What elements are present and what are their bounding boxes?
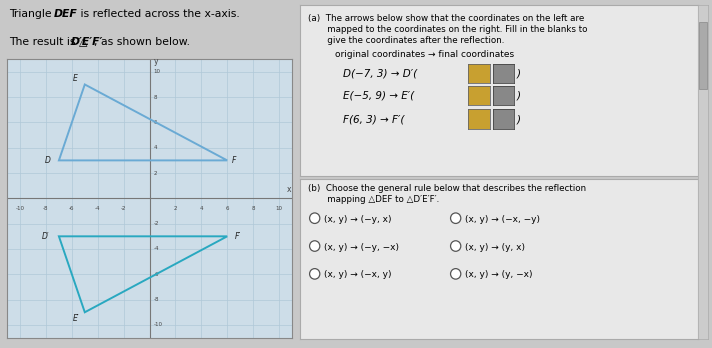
Text: -2: -2 — [121, 206, 126, 211]
Text: -4: -4 — [153, 246, 159, 252]
Text: 4: 4 — [153, 145, 157, 150]
Text: 8: 8 — [251, 206, 255, 211]
Text: DEF: DEF — [53, 9, 77, 19]
Text: mapping △DEF to △D′E′F′.: mapping △DEF to △D′E′F′. — [308, 195, 439, 204]
Text: F(6, 3) → F′(: F(6, 3) → F′( — [343, 114, 404, 124]
Text: (x, y) → (−x, −y): (x, y) → (−x, −y) — [465, 215, 540, 224]
Circle shape — [310, 241, 320, 251]
Text: -2: -2 — [153, 221, 159, 226]
Text: 2: 2 — [153, 171, 157, 175]
Text: 2: 2 — [174, 206, 177, 211]
Text: (x, y) → (−y, −x): (x, y) → (−y, −x) — [324, 243, 399, 252]
Text: mapped to the coordinates on the right. Fill in the blanks to: mapped to the coordinates on the right. … — [308, 25, 587, 34]
Text: D(−7, 3) → D′(: D(−7, 3) → D′( — [343, 68, 417, 78]
Text: ): ) — [517, 91, 521, 101]
Text: -6: -6 — [153, 272, 159, 277]
Text: (x, y) → (−x, y): (x, y) → (−x, y) — [324, 270, 392, 279]
Text: -8: -8 — [43, 206, 48, 211]
Circle shape — [451, 241, 461, 251]
Circle shape — [310, 269, 320, 279]
Text: x: x — [287, 185, 292, 194]
Text: is reflected across the x‑axis.: is reflected across the x‑axis. — [77, 9, 240, 19]
Text: 6: 6 — [153, 120, 157, 125]
Text: D′E′F′: D′E′F′ — [70, 37, 103, 47]
Text: E′: E′ — [73, 314, 79, 323]
Text: F: F — [231, 156, 236, 165]
Text: 10: 10 — [276, 206, 283, 211]
Text: F′: F′ — [234, 232, 241, 241]
Text: -6: -6 — [69, 206, 75, 211]
Text: (a)  The arrows below show that the coordinates on the left are: (a) The arrows below show that the coord… — [308, 14, 584, 23]
Text: -10: -10 — [153, 322, 162, 327]
Text: D′: D′ — [42, 232, 50, 241]
Text: 6: 6 — [226, 206, 229, 211]
Text: y: y — [154, 57, 158, 66]
Text: give the coordinates after the reflection.: give the coordinates after the reflectio… — [308, 36, 504, 45]
Text: D: D — [44, 156, 50, 165]
Text: original coordinates → final coordinates: original coordinates → final coordinates — [335, 50, 514, 59]
Text: 4: 4 — [199, 206, 203, 211]
Text: , as shown below.: , as shown below. — [94, 37, 190, 47]
Text: The result is △: The result is △ — [9, 37, 88, 47]
Circle shape — [451, 269, 461, 279]
Text: (x, y) → (y, x): (x, y) → (y, x) — [465, 243, 525, 252]
Text: 10: 10 — [153, 69, 160, 74]
Text: -4: -4 — [95, 206, 100, 211]
Text: -8: -8 — [153, 297, 159, 302]
Text: Triangle: Triangle — [9, 9, 56, 19]
Text: (b)  Choose the general rule below that describes the reflection: (b) Choose the general rule below that d… — [308, 184, 586, 193]
Text: (x, y) → (y, −x): (x, y) → (y, −x) — [465, 270, 533, 279]
Circle shape — [451, 213, 461, 223]
Bar — [698, 22, 707, 89]
Text: E(−5, 9) → E′(: E(−5, 9) → E′( — [343, 91, 414, 101]
Text: ): ) — [517, 114, 521, 124]
Circle shape — [310, 213, 320, 223]
Text: (x, y) → (−y, x): (x, y) → (−y, x) — [324, 215, 392, 224]
Text: 8: 8 — [153, 95, 157, 100]
Text: -10: -10 — [16, 206, 25, 211]
Text: E: E — [73, 74, 78, 82]
Text: ): ) — [517, 68, 521, 78]
